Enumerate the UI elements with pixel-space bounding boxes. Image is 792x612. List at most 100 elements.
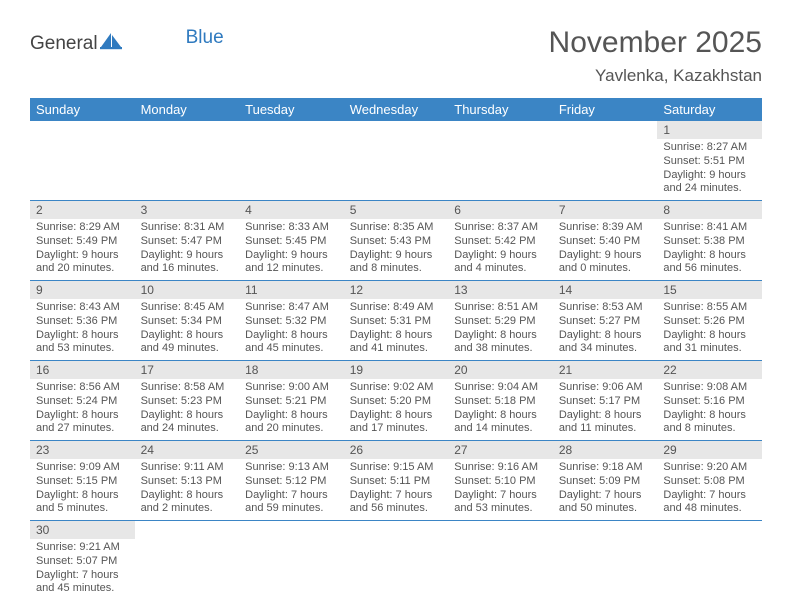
weekday-monday: Monday [135, 98, 240, 121]
day-cell [344, 521, 449, 601]
day-cell: 2Sunrise: 8:29 AMSunset: 5:49 PMDaylight… [30, 201, 135, 281]
day-number: 3 [135, 201, 240, 219]
day-detail: Sunrise: 8:47 AMSunset: 5:32 PMDaylight:… [239, 299, 344, 360]
day-number: 6 [448, 201, 553, 219]
sunset-text: Sunset: 5:51 PM [663, 155, 756, 169]
sunrise-text: Sunrise: 8:41 AM [663, 221, 756, 235]
sunrise-text: Sunrise: 9:18 AM [559, 461, 652, 475]
sunset-text: Sunset: 5:45 PM [245, 235, 338, 249]
week-row: 2Sunrise: 8:29 AMSunset: 5:49 PMDaylight… [30, 201, 762, 281]
weekday-saturday: Saturday [657, 98, 762, 121]
daylight-text-2: and 53 minutes. [454, 502, 547, 516]
day-detail: Sunrise: 8:41 AMSunset: 5:38 PMDaylight:… [657, 219, 762, 280]
day-cell [553, 121, 658, 201]
sunrise-text: Sunrise: 8:27 AM [663, 141, 756, 155]
day-cell: 12Sunrise: 8:49 AMSunset: 5:31 PMDayligh… [344, 281, 449, 361]
day-number: 25 [239, 441, 344, 459]
sunset-text: Sunset: 5:38 PM [663, 235, 756, 249]
daylight-text-1: Daylight: 9 hours [350, 249, 443, 263]
day-cell: 5Sunrise: 8:35 AMSunset: 5:43 PMDaylight… [344, 201, 449, 281]
day-cell [344, 121, 449, 201]
daylight-text-2: and 56 minutes. [663, 262, 756, 276]
daylight-text-2: and 0 minutes. [559, 262, 652, 276]
daylight-text-2: and 8 minutes. [663, 422, 756, 436]
day-number: 5 [344, 201, 449, 219]
day-cell: 6Sunrise: 8:37 AMSunset: 5:42 PMDaylight… [448, 201, 553, 281]
daylight-text-2: and 17 minutes. [350, 422, 443, 436]
day-detail: Sunrise: 8:39 AMSunset: 5:40 PMDaylight:… [553, 219, 658, 280]
week-row: 9Sunrise: 8:43 AMSunset: 5:36 PMDaylight… [30, 281, 762, 361]
daylight-text-1: Daylight: 7 hours [350, 489, 443, 503]
sunset-text: Sunset: 5:49 PM [36, 235, 129, 249]
day-number: 12 [344, 281, 449, 299]
sunset-text: Sunset: 5:42 PM [454, 235, 547, 249]
day-cell: 9Sunrise: 8:43 AMSunset: 5:36 PMDaylight… [30, 281, 135, 361]
weekday-tuesday: Tuesday [239, 98, 344, 121]
weekday-wednesday: Wednesday [344, 98, 449, 121]
sail-icon [100, 32, 122, 55]
day-detail: Sunrise: 8:56 AMSunset: 5:24 PMDaylight:… [30, 379, 135, 440]
sunset-text: Sunset: 5:43 PM [350, 235, 443, 249]
day-detail: Sunrise: 8:49 AMSunset: 5:31 PMDaylight:… [344, 299, 449, 360]
daylight-text-2: and 31 minutes. [663, 342, 756, 356]
sunset-text: Sunset: 5:08 PM [663, 475, 756, 489]
daylight-text-1: Daylight: 8 hours [454, 329, 547, 343]
sunrise-text: Sunrise: 9:08 AM [663, 381, 756, 395]
day-detail: Sunrise: 8:37 AMSunset: 5:42 PMDaylight:… [448, 219, 553, 280]
sunset-text: Sunset: 5:18 PM [454, 395, 547, 409]
day-number: 18 [239, 361, 344, 379]
day-number: 7 [553, 201, 658, 219]
day-detail: Sunrise: 9:04 AMSunset: 5:18 PMDaylight:… [448, 379, 553, 440]
day-cell: 15Sunrise: 8:55 AMSunset: 5:26 PMDayligh… [657, 281, 762, 361]
day-cell: 16Sunrise: 8:56 AMSunset: 5:24 PMDayligh… [30, 361, 135, 441]
sunrise-text: Sunrise: 8:51 AM [454, 301, 547, 315]
daylight-text-2: and 59 minutes. [245, 502, 338, 516]
sunrise-text: Sunrise: 8:29 AM [36, 221, 129, 235]
daylight-text-1: Daylight: 9 hours [559, 249, 652, 263]
sunset-text: Sunset: 5:09 PM [559, 475, 652, 489]
daylight-text-1: Daylight: 9 hours [141, 249, 234, 263]
day-cell: 1Sunrise: 8:27 AMSunset: 5:51 PMDaylight… [657, 121, 762, 201]
day-cell: 30Sunrise: 9:21 AMSunset: 5:07 PMDayligh… [30, 521, 135, 601]
day-detail: Sunrise: 8:53 AMSunset: 5:27 PMDaylight:… [553, 299, 658, 360]
sunrise-text: Sunrise: 9:04 AM [454, 381, 547, 395]
day-cell: 25Sunrise: 9:13 AMSunset: 5:12 PMDayligh… [239, 441, 344, 521]
daylight-text-1: Daylight: 8 hours [454, 409, 547, 423]
sunset-text: Sunset: 5:07 PM [36, 555, 129, 569]
daylight-text-2: and 2 minutes. [141, 502, 234, 516]
day-number: 13 [448, 281, 553, 299]
weekday-sunday: Sunday [30, 98, 135, 121]
daylight-text-1: Daylight: 8 hours [350, 409, 443, 423]
sunrise-text: Sunrise: 9:11 AM [141, 461, 234, 475]
day-detail: Sunrise: 9:09 AMSunset: 5:15 PMDaylight:… [30, 459, 135, 520]
logo-text-general: General [30, 33, 98, 55]
day-cell [553, 521, 658, 601]
daylight-text-1: Daylight: 8 hours [245, 409, 338, 423]
sunset-text: Sunset: 5:15 PM [36, 475, 129, 489]
day-number: 19 [344, 361, 449, 379]
sunset-text: Sunset: 5:34 PM [141, 315, 234, 329]
day-detail: Sunrise: 9:08 AMSunset: 5:16 PMDaylight:… [657, 379, 762, 440]
logo-text-blue: Blue [186, 27, 224, 49]
day-cell [448, 521, 553, 601]
day-detail: Sunrise: 9:20 AMSunset: 5:08 PMDaylight:… [657, 459, 762, 520]
daylight-text-1: Daylight: 8 hours [36, 409, 129, 423]
day-number: 9 [30, 281, 135, 299]
daylight-text-2: and 53 minutes. [36, 342, 129, 356]
sunset-text: Sunset: 5:47 PM [141, 235, 234, 249]
daylight-text-2: and 56 minutes. [350, 502, 443, 516]
daylight-text-1: Daylight: 8 hours [141, 489, 234, 503]
day-number: 30 [30, 521, 135, 539]
sunrise-text: Sunrise: 8:33 AM [245, 221, 338, 235]
sunset-text: Sunset: 5:13 PM [141, 475, 234, 489]
daylight-text-1: Daylight: 9 hours [36, 249, 129, 263]
day-number: 17 [135, 361, 240, 379]
sunset-text: Sunset: 5:12 PM [245, 475, 338, 489]
daylight-text-1: Daylight: 8 hours [663, 249, 756, 263]
day-number: 8 [657, 201, 762, 219]
day-detail: Sunrise: 9:18 AMSunset: 5:09 PMDaylight:… [553, 459, 658, 520]
daylight-text-2: and 5 minutes. [36, 502, 129, 516]
daylight-text-2: and 4 minutes. [454, 262, 547, 276]
day-detail: Sunrise: 9:11 AMSunset: 5:13 PMDaylight:… [135, 459, 240, 520]
day-number: 4 [239, 201, 344, 219]
